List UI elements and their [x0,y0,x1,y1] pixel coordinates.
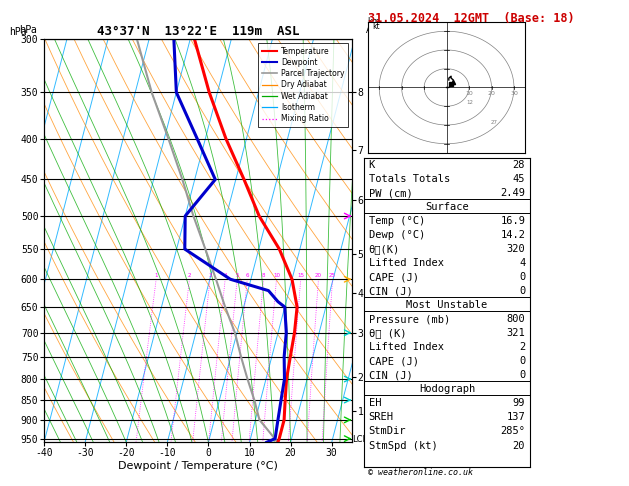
Text: 4: 4 [519,258,525,268]
Text: 27: 27 [490,120,498,125]
Text: θᴇ(K): θᴇ(K) [369,244,400,254]
X-axis label: Dewpoint / Temperature (°C): Dewpoint / Temperature (°C) [118,461,278,470]
Text: Hodograph: Hodograph [419,384,475,395]
Text: 25: 25 [329,273,336,278]
Y-axis label: Mixing Ratio (g/kg): Mixing Ratio (g/kg) [398,194,408,287]
Text: 2: 2 [187,273,191,278]
Text: Pressure (mb): Pressure (mb) [369,314,450,324]
Text: hPa: hPa [19,25,37,35]
Text: PW (cm): PW (cm) [369,188,413,198]
Text: 99: 99 [513,399,525,408]
Text: 16.9: 16.9 [500,216,525,226]
Text: CIN (J): CIN (J) [369,286,413,296]
Text: 1: 1 [154,273,158,278]
Text: 0: 0 [519,356,525,366]
Text: 285°: 285° [500,427,525,436]
Text: 320: 320 [506,244,525,254]
Text: CAPE (J): CAPE (J) [369,272,418,282]
Text: StmDir: StmDir [369,427,406,436]
Text: Dewp (°C): Dewp (°C) [369,230,425,240]
Text: 15: 15 [298,273,304,278]
Text: 2: 2 [519,342,525,352]
Text: 0: 0 [519,286,525,296]
Text: 12: 12 [466,100,473,104]
Text: 0: 0 [519,370,525,381]
Legend: Temperature, Dewpoint, Parcel Trajectory, Dry Adiabat, Wet Adiabat, Isotherm, Mi: Temperature, Dewpoint, Parcel Trajectory… [258,43,348,127]
Text: 6: 6 [245,273,249,278]
Text: CAPE (J): CAPE (J) [369,356,418,366]
Text: Totals Totals: Totals Totals [369,174,450,184]
Text: 20: 20 [315,273,322,278]
Text: 28: 28 [513,160,525,170]
Text: Lifted Index: Lifted Index [369,342,443,352]
Text: EH: EH [369,399,381,408]
Text: hPa: hPa [9,27,27,37]
Text: 0: 0 [519,272,525,282]
Text: 10: 10 [273,273,280,278]
Title: 43°37'N  13°22'E  119m  ASL: 43°37'N 13°22'E 119m ASL [97,25,299,38]
Text: K: K [369,160,375,170]
Text: LCL: LCL [352,435,367,444]
Text: 20: 20 [487,91,496,96]
Text: 10: 10 [465,91,473,96]
Text: km
ASL: km ASL [366,17,382,35]
Text: © weatheronline.co.uk: © weatheronline.co.uk [368,468,473,477]
Text: 321: 321 [506,329,525,338]
Text: 2.49: 2.49 [500,188,525,198]
Text: Most Unstable: Most Unstable [406,300,487,310]
Text: 14.2: 14.2 [500,230,525,240]
Text: 31.05.2024  12GMT  (Base: 18): 31.05.2024 12GMT (Base: 18) [368,12,574,25]
Text: Temp (°C): Temp (°C) [369,216,425,226]
Text: 30: 30 [510,91,518,96]
Text: Surface: Surface [425,202,469,212]
Text: CIN (J): CIN (J) [369,370,413,381]
Text: 800: 800 [506,314,525,324]
Text: 45: 45 [513,174,525,184]
Text: 3: 3 [208,273,212,278]
Text: StmSpd (kt): StmSpd (kt) [369,440,437,451]
Text: kt: kt [372,22,380,32]
Text: 4: 4 [223,273,227,278]
Text: SREH: SREH [369,413,394,422]
Text: Lifted Index: Lifted Index [369,258,443,268]
Text: θᴇ (K): θᴇ (K) [369,329,406,338]
Text: 8: 8 [262,273,265,278]
Text: 137: 137 [506,413,525,422]
Text: 5: 5 [235,273,239,278]
Text: 20: 20 [513,440,525,451]
